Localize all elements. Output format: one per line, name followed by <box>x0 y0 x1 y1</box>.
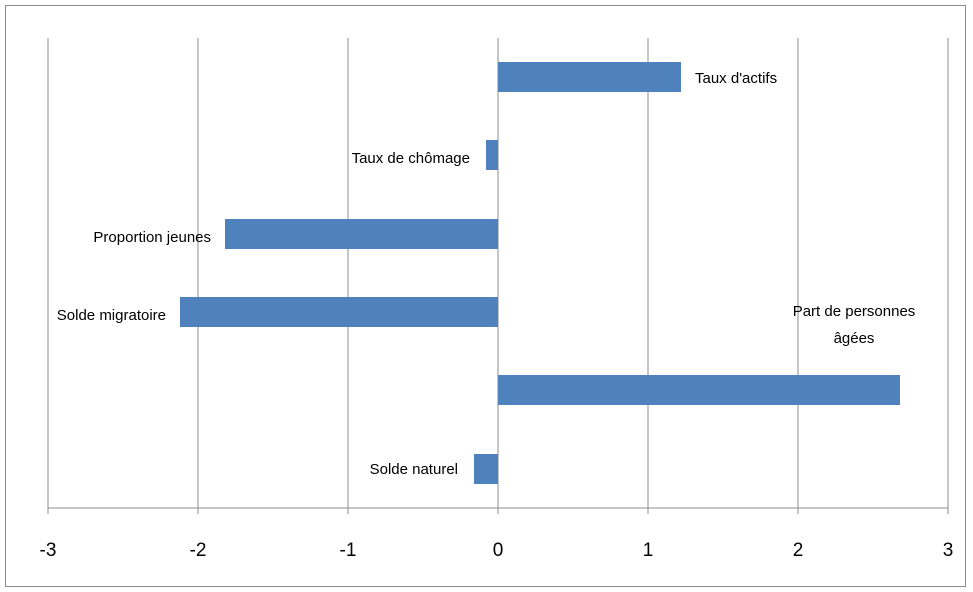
bar-label: Solde naturel <box>370 461 458 478</box>
bar-label: Solde migratoire <box>57 307 166 324</box>
bar <box>474 454 498 484</box>
x-tick-label: 0 <box>493 540 504 561</box>
bar <box>486 140 498 170</box>
chart-frame <box>5 5 966 587</box>
x-tick-label: 3 <box>943 540 954 561</box>
bar-label: Proportion jeunes <box>93 229 211 246</box>
x-tick-label: -3 <box>40 540 57 561</box>
bar <box>225 219 498 249</box>
bar <box>498 375 900 405</box>
bar-label: Taux d'actifs <box>695 70 777 87</box>
x-tick-label: -2 <box>190 540 207 561</box>
x-tick-label: 1 <box>643 540 654 561</box>
bar <box>180 297 498 327</box>
bar-label: Part de personnes âgées <box>793 303 916 347</box>
bar-label: Taux de chômage <box>352 150 470 167</box>
x-tick-label: -1 <box>340 540 357 561</box>
x-tick-label: 2 <box>793 540 804 561</box>
bar <box>498 62 681 92</box>
